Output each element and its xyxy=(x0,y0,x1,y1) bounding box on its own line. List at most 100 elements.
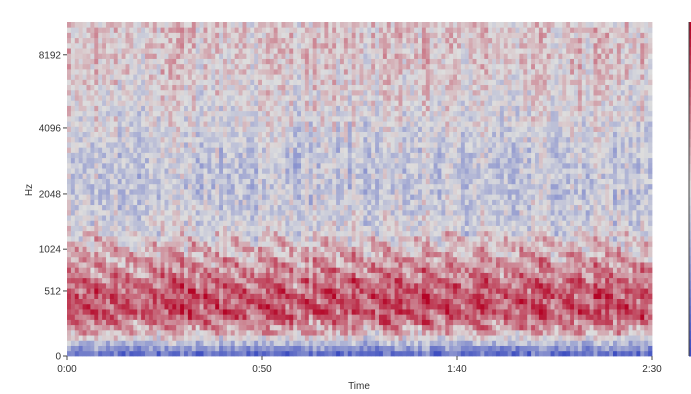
heatmap-cell xyxy=(531,298,536,305)
heatmap-cell xyxy=(390,345,395,352)
heatmap-cell xyxy=(145,246,150,253)
heatmap-cell xyxy=(215,309,220,315)
heatmap-cell xyxy=(203,282,208,289)
heatmap-cell xyxy=(351,204,356,211)
heatmap-cell xyxy=(410,314,415,320)
heatmap-cell xyxy=(472,350,477,357)
heatmap-cell xyxy=(535,309,540,315)
heatmap-cell xyxy=(223,293,228,299)
heatmap-cell xyxy=(184,251,189,258)
heatmap-cell xyxy=(316,288,321,294)
heatmap-cell xyxy=(297,194,302,200)
heatmap-cell xyxy=(70,345,76,352)
heatmap-cell xyxy=(273,262,278,268)
heatmap-cell xyxy=(187,293,193,299)
heatmap-cell xyxy=(148,209,154,216)
heatmap-cell xyxy=(67,225,72,232)
heatmap-cell xyxy=(375,262,380,268)
heatmap-cell xyxy=(82,303,87,310)
heatmap-cell xyxy=(558,209,563,216)
heatmap-cell xyxy=(523,288,528,294)
heatmap-cell xyxy=(180,209,185,216)
heatmap-cell xyxy=(386,215,392,221)
heatmap-cell xyxy=(328,293,333,299)
heatmap-cell xyxy=(402,319,407,326)
heatmap-cell xyxy=(273,335,278,341)
heatmap-cell xyxy=(542,335,548,341)
heatmap-cell xyxy=(258,329,263,336)
heatmap-cell xyxy=(226,199,232,206)
heatmap-cell xyxy=(445,298,450,305)
heatmap-cell xyxy=(589,251,594,258)
heatmap-cell xyxy=(597,189,602,195)
heatmap-cell xyxy=(441,209,446,216)
heatmap-cell xyxy=(258,204,263,211)
heatmap-cell xyxy=(312,220,317,226)
heatmap-cell xyxy=(624,345,629,352)
heatmap-cell xyxy=(86,215,91,221)
heatmap-cell xyxy=(250,204,255,211)
heatmap-cell xyxy=(265,319,271,326)
heatmap-cell xyxy=(238,319,243,326)
heatmap-cell xyxy=(312,350,317,357)
heatmap-cell xyxy=(531,241,536,247)
heatmap-cell xyxy=(363,272,368,279)
heatmap-cell xyxy=(406,230,411,237)
heatmap-cell xyxy=(363,282,368,289)
heatmap-cell xyxy=(137,241,142,247)
heatmap-cell xyxy=(113,288,119,294)
heatmap-cell xyxy=(628,288,633,294)
heatmap-cell xyxy=(632,209,637,216)
heatmap-cell xyxy=(304,251,310,258)
heatmap-cell xyxy=(468,230,473,237)
heatmap-cell xyxy=(414,199,419,206)
heatmap-cell xyxy=(457,293,462,299)
heatmap-cell xyxy=(254,256,259,263)
heatmap-cell xyxy=(340,194,345,200)
heatmap-cell xyxy=(484,324,489,331)
heatmap-cell xyxy=(570,189,575,195)
heatmap-cell xyxy=(312,293,317,299)
heatmap-cell xyxy=(265,277,271,284)
heatmap-cell xyxy=(336,183,341,190)
heatmap-cell xyxy=(464,324,470,331)
heatmap-cell xyxy=(566,215,571,221)
heatmap-cell xyxy=(480,256,485,263)
heatmap-cell xyxy=(468,309,473,315)
heatmap-cell xyxy=(640,225,645,232)
heatmap-cell xyxy=(566,314,571,320)
heatmap-cell xyxy=(184,272,189,279)
heatmap-cell xyxy=(262,329,267,336)
heatmap-cell xyxy=(203,220,208,226)
heatmap-cell xyxy=(379,225,384,232)
heatmap-cell xyxy=(570,329,575,336)
heatmap-cell xyxy=(289,251,294,258)
heatmap-cell xyxy=(238,189,243,195)
heatmap-cell xyxy=(601,183,606,190)
heatmap-cell xyxy=(585,329,590,336)
heatmap-cell xyxy=(628,235,633,242)
heatmap-cell xyxy=(191,277,197,284)
heatmap-cell xyxy=(347,246,353,253)
heatmap-cell xyxy=(328,335,333,341)
heatmap-cell xyxy=(523,189,528,195)
heatmap-cell xyxy=(187,324,193,331)
heatmap-cell xyxy=(191,215,197,221)
heatmap-cell xyxy=(535,324,540,331)
heatmap-cell xyxy=(203,293,208,299)
heatmap-cell xyxy=(211,183,216,190)
heatmap-cell xyxy=(265,335,271,341)
heatmap-cell xyxy=(109,272,115,279)
heatmap-cell xyxy=(148,204,154,211)
heatmap-cell xyxy=(527,335,532,341)
heatmap-cell xyxy=(90,246,95,253)
heatmap-cell xyxy=(304,262,310,268)
heatmap-cell xyxy=(437,189,442,195)
heatmap-cell xyxy=(180,329,185,336)
heatmap-cell xyxy=(160,204,165,211)
heatmap-cell xyxy=(297,324,302,331)
heatmap-cell xyxy=(601,350,606,357)
heatmap-cell xyxy=(488,230,493,237)
heatmap-cell xyxy=(70,256,76,263)
heatmap-cell xyxy=(308,189,314,195)
